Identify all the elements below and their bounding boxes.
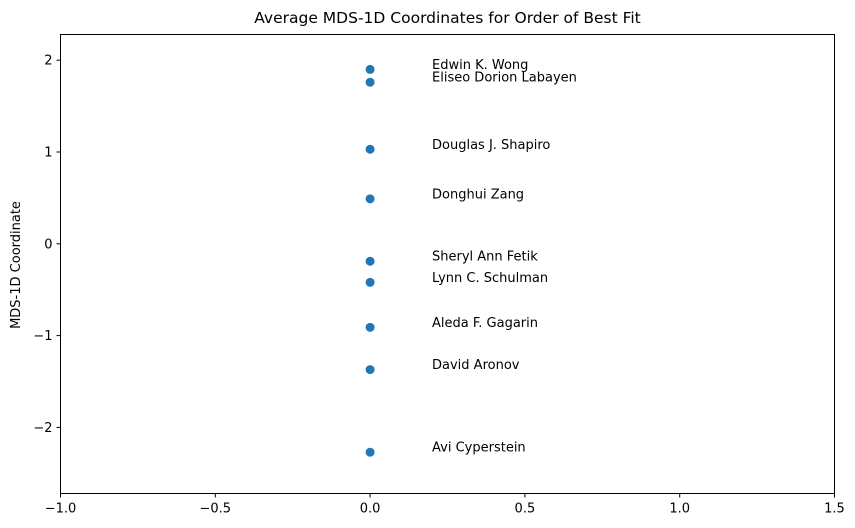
data-point (365, 64, 375, 74)
y-tick-label: −2 (33, 421, 52, 436)
point-label: Sheryl Ann Fetik (432, 250, 538, 265)
point-label: Eliseo Dorion Labayen (432, 71, 577, 86)
data-point (365, 256, 375, 266)
x-tick-label: 0.0 (360, 502, 381, 517)
point-label: Douglas J. Shapiro (432, 138, 550, 153)
chart-title: Average MDS-1D Coordinates for Order of … (254, 9, 641, 27)
data-point (365, 277, 375, 287)
data-point (365, 365, 375, 375)
plot-frame (60, 34, 835, 494)
point-label: Donghui Zang (432, 187, 524, 202)
x-tick-label: 0.5 (515, 502, 536, 517)
x-tick-label: −0.5 (200, 502, 232, 517)
x-tick-label: 1.5 (824, 502, 845, 517)
point-label: Avi Cyperstein (432, 441, 526, 456)
data-point (365, 144, 375, 154)
y-tick-label: 0 (44, 237, 52, 252)
point-label: Aleda F. Gagarin (432, 316, 538, 331)
x-tick-label: −1.0 (45, 502, 77, 517)
y-tick-label: −1 (33, 329, 52, 344)
point-label: David Aronov (432, 358, 520, 373)
data-point (365, 447, 375, 457)
data-point (365, 77, 375, 87)
y-tick-label: 2 (44, 54, 52, 69)
y-axis-label: MDS-1D Coordinate (9, 201, 24, 329)
data-point (365, 194, 375, 204)
point-label: Edwin K. Wong (432, 58, 528, 73)
y-tick-label: 1 (44, 146, 52, 161)
x-tick-label: 1.0 (669, 502, 690, 517)
point-label: Lynn C. Schulman (432, 271, 548, 286)
data-point (365, 322, 375, 332)
